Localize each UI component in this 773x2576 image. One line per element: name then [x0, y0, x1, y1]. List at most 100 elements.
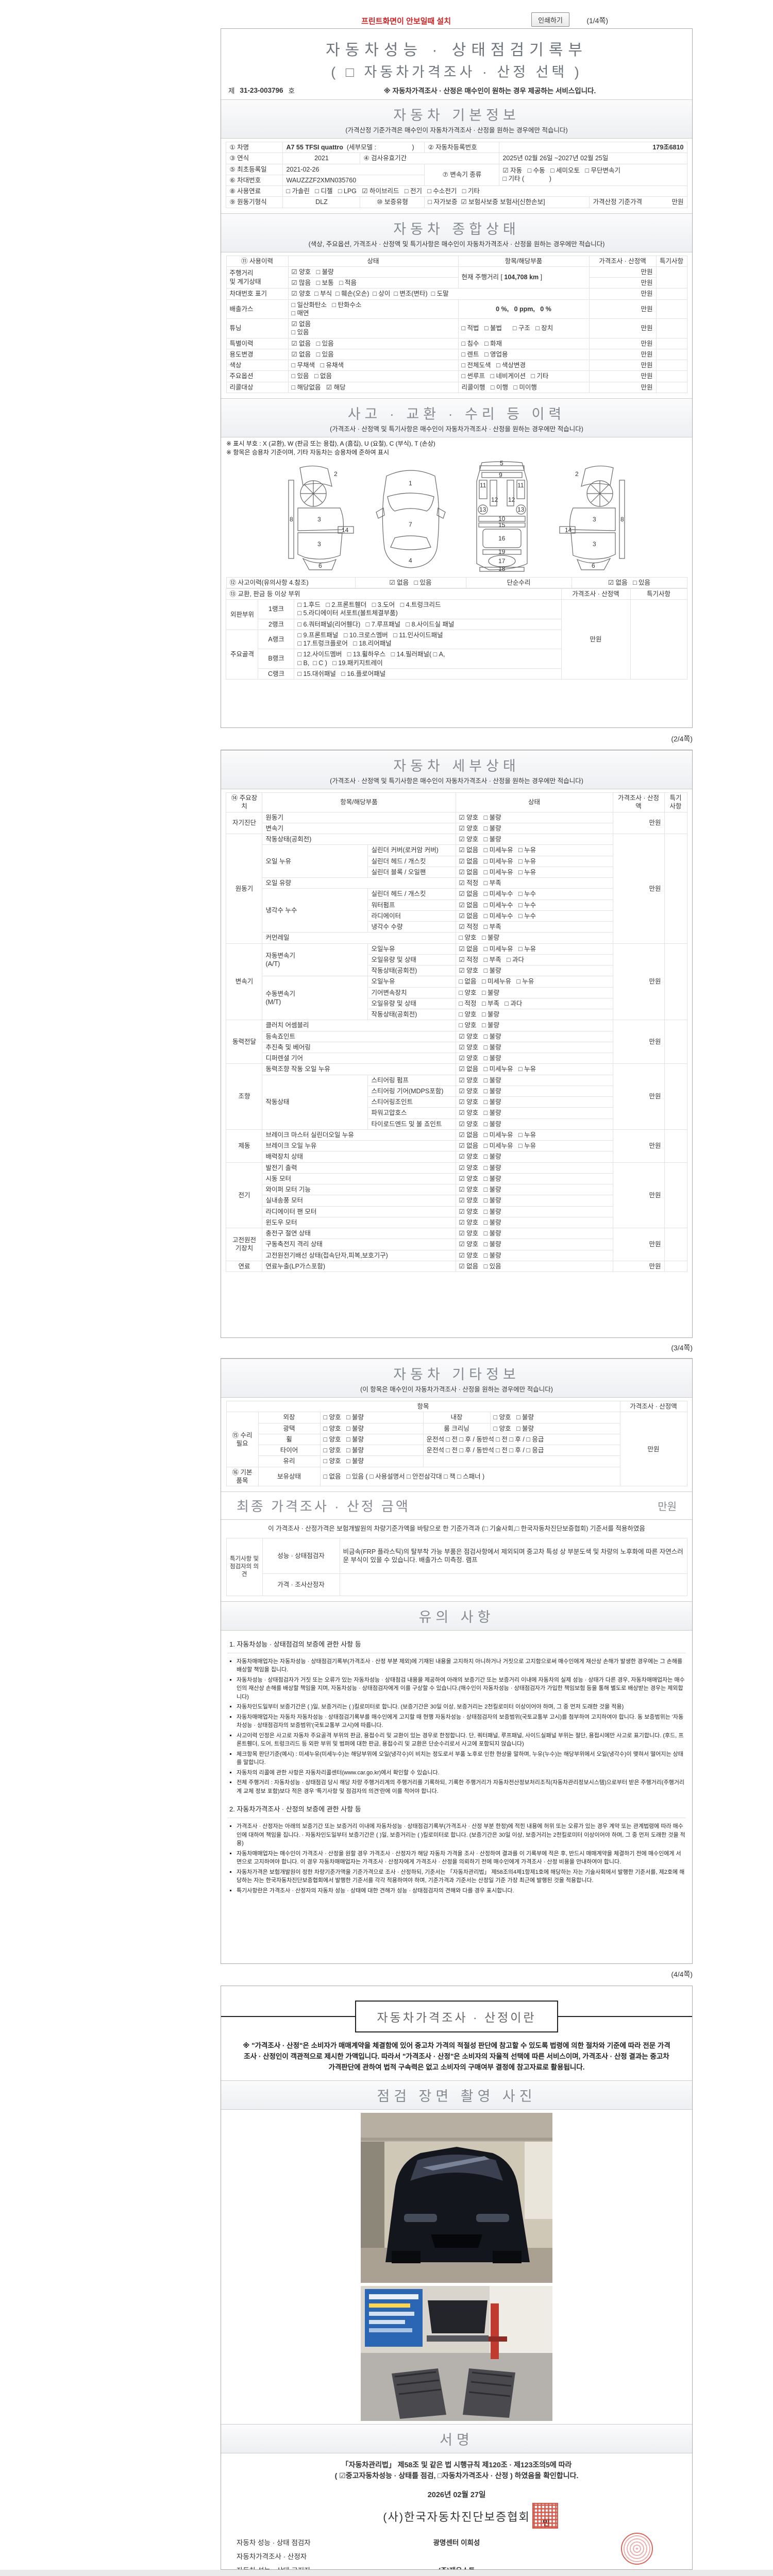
item-label: 냉각수 누수	[262, 888, 368, 933]
tuning-legal: □ 적법 □ 불법	[461, 325, 502, 332]
final-price-label: 최종 가격조사 · 산정 금액	[237, 1499, 410, 1514]
svg-text:18: 18	[498, 565, 506, 572]
doc-subtitle: ( □ 자동차가격조사 · 산정 선택 )	[331, 64, 582, 80]
print-button[interactable]: 인쇄하기	[531, 12, 569, 27]
table-row: 오일 누유 실린더 커버(로커암 커버) ☑ 없음 □ 미세누유 □ 누유	[226, 844, 687, 878]
item-status: ☑ 없음 □ 미세누유 □ 누유	[455, 844, 613, 856]
rank-items: □ 12.사이드멤버 □ 13.휠하우스 □ 14.필러패널( □ A, □ B…	[294, 649, 562, 669]
vin-mark-status: ☑ 양호 □ 부식 □ 훼손(오손) □ 상이 □ 변조(변타) □ 도말	[288, 288, 590, 300]
svg-text:1: 1	[409, 480, 412, 487]
notice-header: 유의 사항	[221, 1601, 692, 1631]
item-label: 커먼레일	[262, 932, 456, 944]
svg-text:6: 6	[592, 562, 595, 569]
col-note: 특기사항	[656, 255, 687, 267]
square-seal-stamp-icon	[532, 2503, 558, 2529]
page-1: 자동차성능 · 상태점검기록부 ( □ 자동차가격조사 · 산정 선택 ) 제 …	[221, 28, 693, 728]
svg-text:12: 12	[508, 496, 515, 503]
final-price-note: 이 가격조사 · 산정가격은 보험개발원의 차량기준가액을 바탕으로 한 기준가…	[268, 1525, 645, 1532]
emission-status: □ 일산화탄소 □ 탄화수소 □ 매연	[288, 299, 459, 319]
item-status: ☑ 양호 □ 불량	[455, 1085, 613, 1097]
usage-status: ☑ 없음 □ 있음	[288, 348, 459, 361]
accident-header: 사고 · 교환 · 수리 등 이력 (가격조사 · 산정액 및 특기사항은 매수…	[221, 398, 692, 437]
pricing-info-title-wrap: 자동차가격조사 · 산정이란	[221, 2001, 692, 2032]
transmission-options: ☑ 자동 □ 수동 □ 세미오토 □ 무단변속기 □ 기타 ( )	[499, 163, 687, 186]
table-row: 고전원전기장치 충전구 절연 상태 ☑ 양호 □ 불량 만원	[226, 1227, 687, 1261]
vin-value: WAUZZZF2XMN035760	[282, 174, 425, 187]
base-price-label: 가격산정 기준가격	[593, 198, 642, 206]
emission-values: 0 %, 0 ppm, 0 %	[458, 299, 590, 319]
pricing-info-title: 자동차가격조사 · 산정이란	[355, 2001, 558, 2032]
page-marker-3: (3/4쪽)	[671, 1344, 693, 1352]
subitem-label: 라디에이터	[367, 910, 456, 922]
item-status: ☑ 양호 □ 불량	[455, 833, 613, 845]
item-status: ☑ 없음 □ 미세누유 □ 누유	[455, 1129, 613, 1141]
device-group-label: 연료	[226, 1260, 263, 1273]
note-cell	[664, 1162, 687, 1228]
doc-number: 31-23-003796	[240, 86, 283, 94]
comprehensive-title: 자동차 종합상태	[393, 221, 520, 237]
note-cell	[656, 299, 687, 319]
other-info-table: 항목 가격조사 · 산정액 ⑮ 수리필요 외장 □ 양호 □ 불량 내장 □ 양…	[226, 1400, 687, 1486]
transmission-line1: ☑ 자동 □ 수동 □ 세미오토 □ 무단변속기	[502, 167, 620, 174]
options-item: □ 썬루프 □ 네비게이션 □ 기타	[458, 370, 590, 382]
table-row: 주행거리 및 계기상태 ☑ 양호 □ 불량 현재 주행거리 [ 104,708 …	[226, 266, 687, 289]
transmission-label: ⑦ 변속기 종류	[424, 163, 500, 186]
tuning-label: 튜닝	[226, 318, 289, 338]
svg-text:13: 13	[479, 506, 486, 513]
doc-number-row: 제 31-23-003796 호 ※ 자동차가격조사 · 산정은 매수인이 원하…	[228, 85, 685, 95]
subitem-label: 실린더 블록 / 오일팬	[367, 866, 456, 878]
tuning-item: □ 적법 □ 불법 □ 구조 □ 장치	[458, 318, 590, 338]
item-status: ☑ 양호 □ 불량	[455, 1239, 613, 1250]
item-label: 와이퍼 모터 기능	[262, 1183, 456, 1196]
table-row: 워터펌프 ☑ 없음 □ 미세누수 □ 누수	[226, 899, 687, 911]
item-label: 작동상태	[262, 1074, 368, 1130]
table-header-row: ⑬ 교환, 판금 등 이상 부위 가격조사 · 산정액 특기사항	[226, 588, 687, 600]
item-status: □ 양호 □ 불량	[490, 1422, 620, 1434]
basic-info-title: 자동차 기본정보	[393, 108, 520, 123]
opinion-table: 특기사항 및 점검자의 의견 성능 · 상태점검자 비금속(FRP 플라스틱)의…	[226, 1537, 687, 1596]
opinion-text	[339, 1573, 687, 1596]
opinion-group-label: 특기사항 및 점검자의 의견	[226, 1537, 263, 1596]
item-status: ☑ 양호 □ 불량	[455, 964, 613, 977]
device-group-label: 전기	[226, 1162, 263, 1228]
item-status: □ 양호 □ 불량	[320, 1422, 424, 1434]
table-row: ⑥ 차대번호 WAUZZZF2XMN035760	[226, 174, 687, 187]
notice-bullet: 자동차성능 · 상태점검자가 거짓 또는 오류가 있는 자동차성능 · 상태점검…	[237, 1676, 686, 1702]
car-diagram-underbody: 5 9 11 11 12 12 13 13 10 15 16 19 17 18	[476, 461, 528, 572]
svg-text:4: 4	[409, 557, 412, 564]
subitem-label: 오일누유	[367, 943, 456, 955]
simple-repair-value: ☑ 없음 □ 있음	[571, 577, 687, 588]
item-label: 자동변속기 (A/T)	[262, 943, 368, 977]
item-label: 브레이크 마스터 실린더오일 누유	[262, 1129, 456, 1141]
device-group-label: 조향	[226, 1063, 263, 1130]
year-label: ③ 연식	[226, 152, 283, 164]
table-row: 시동 모터 ☑ 양호 □ 불량	[226, 1173, 687, 1185]
rank-name: B랭크	[258, 649, 295, 669]
device-group-label: 제동	[226, 1129, 263, 1163]
price-cell: 만원	[612, 1063, 665, 1130]
mileage-status2: ☑ 많음 □ 보통 □ 적음	[288, 277, 459, 289]
item-status: ☑ 양호 □ 불량	[455, 1151, 613, 1163]
final-price-band: 최종 가격조사 · 산정 금액 만원	[221, 1492, 692, 1520]
item-label: 클러치 어셈블리	[262, 1020, 456, 1031]
item-status: □ 양호 □ 불량	[490, 1412, 620, 1423]
notice-bullet: 자동차매매업자는 자동차성능 · 상태점검기록부(가격조사 · 산정 부분 제외…	[237, 1657, 686, 1674]
item-label: 실내송풍 모터	[262, 1195, 456, 1207]
note-cell	[656, 370, 687, 382]
price-cell: 만원	[589, 288, 657, 300]
item-status: ☑ 양호 □ 불량	[455, 1162, 613, 1174]
svg-text:11: 11	[517, 482, 524, 489]
price-cell: 만원	[589, 337, 657, 349]
recall-status: □ 해당없음 ☑ 해당	[288, 381, 459, 393]
install-plugin-link[interactable]: 프린트화면이 안보일때 설치	[361, 17, 451, 26]
table-row: 오일 유량 ☑ 적정 □ 부족	[226, 877, 687, 889]
service-note: ※ 자동차가격조사 · 산정은 매수인이 원하는 경우 제공하는 서비스입니다.	[383, 87, 596, 95]
item-label: 오일 누유	[262, 844, 368, 878]
table-row: 수동변속기 (M/T) 오일누유 □ 없음 □ 미세누유 □ 누유	[226, 976, 687, 1021]
notice-bullet-list: 자동차매매업자는 자동차성능 · 상태점검기록부(가격조사 · 산정 부분 제외…	[237, 1657, 686, 1796]
item-status: ☑ 양호 □ 불량	[455, 1173, 613, 1185]
item-status: □ 없음 □ 미세누유 □ 누유	[455, 976, 613, 988]
signature-row-value: 광명센터 이희성	[433, 2539, 480, 2547]
mileage-status1: ☑ 양호 □ 불량	[288, 266, 459, 278]
other-info-header: 자동차 기타정보 (이 항목은 매수인이 자동차가격조사 · 산정을 원하는 경…	[221, 1359, 692, 1398]
